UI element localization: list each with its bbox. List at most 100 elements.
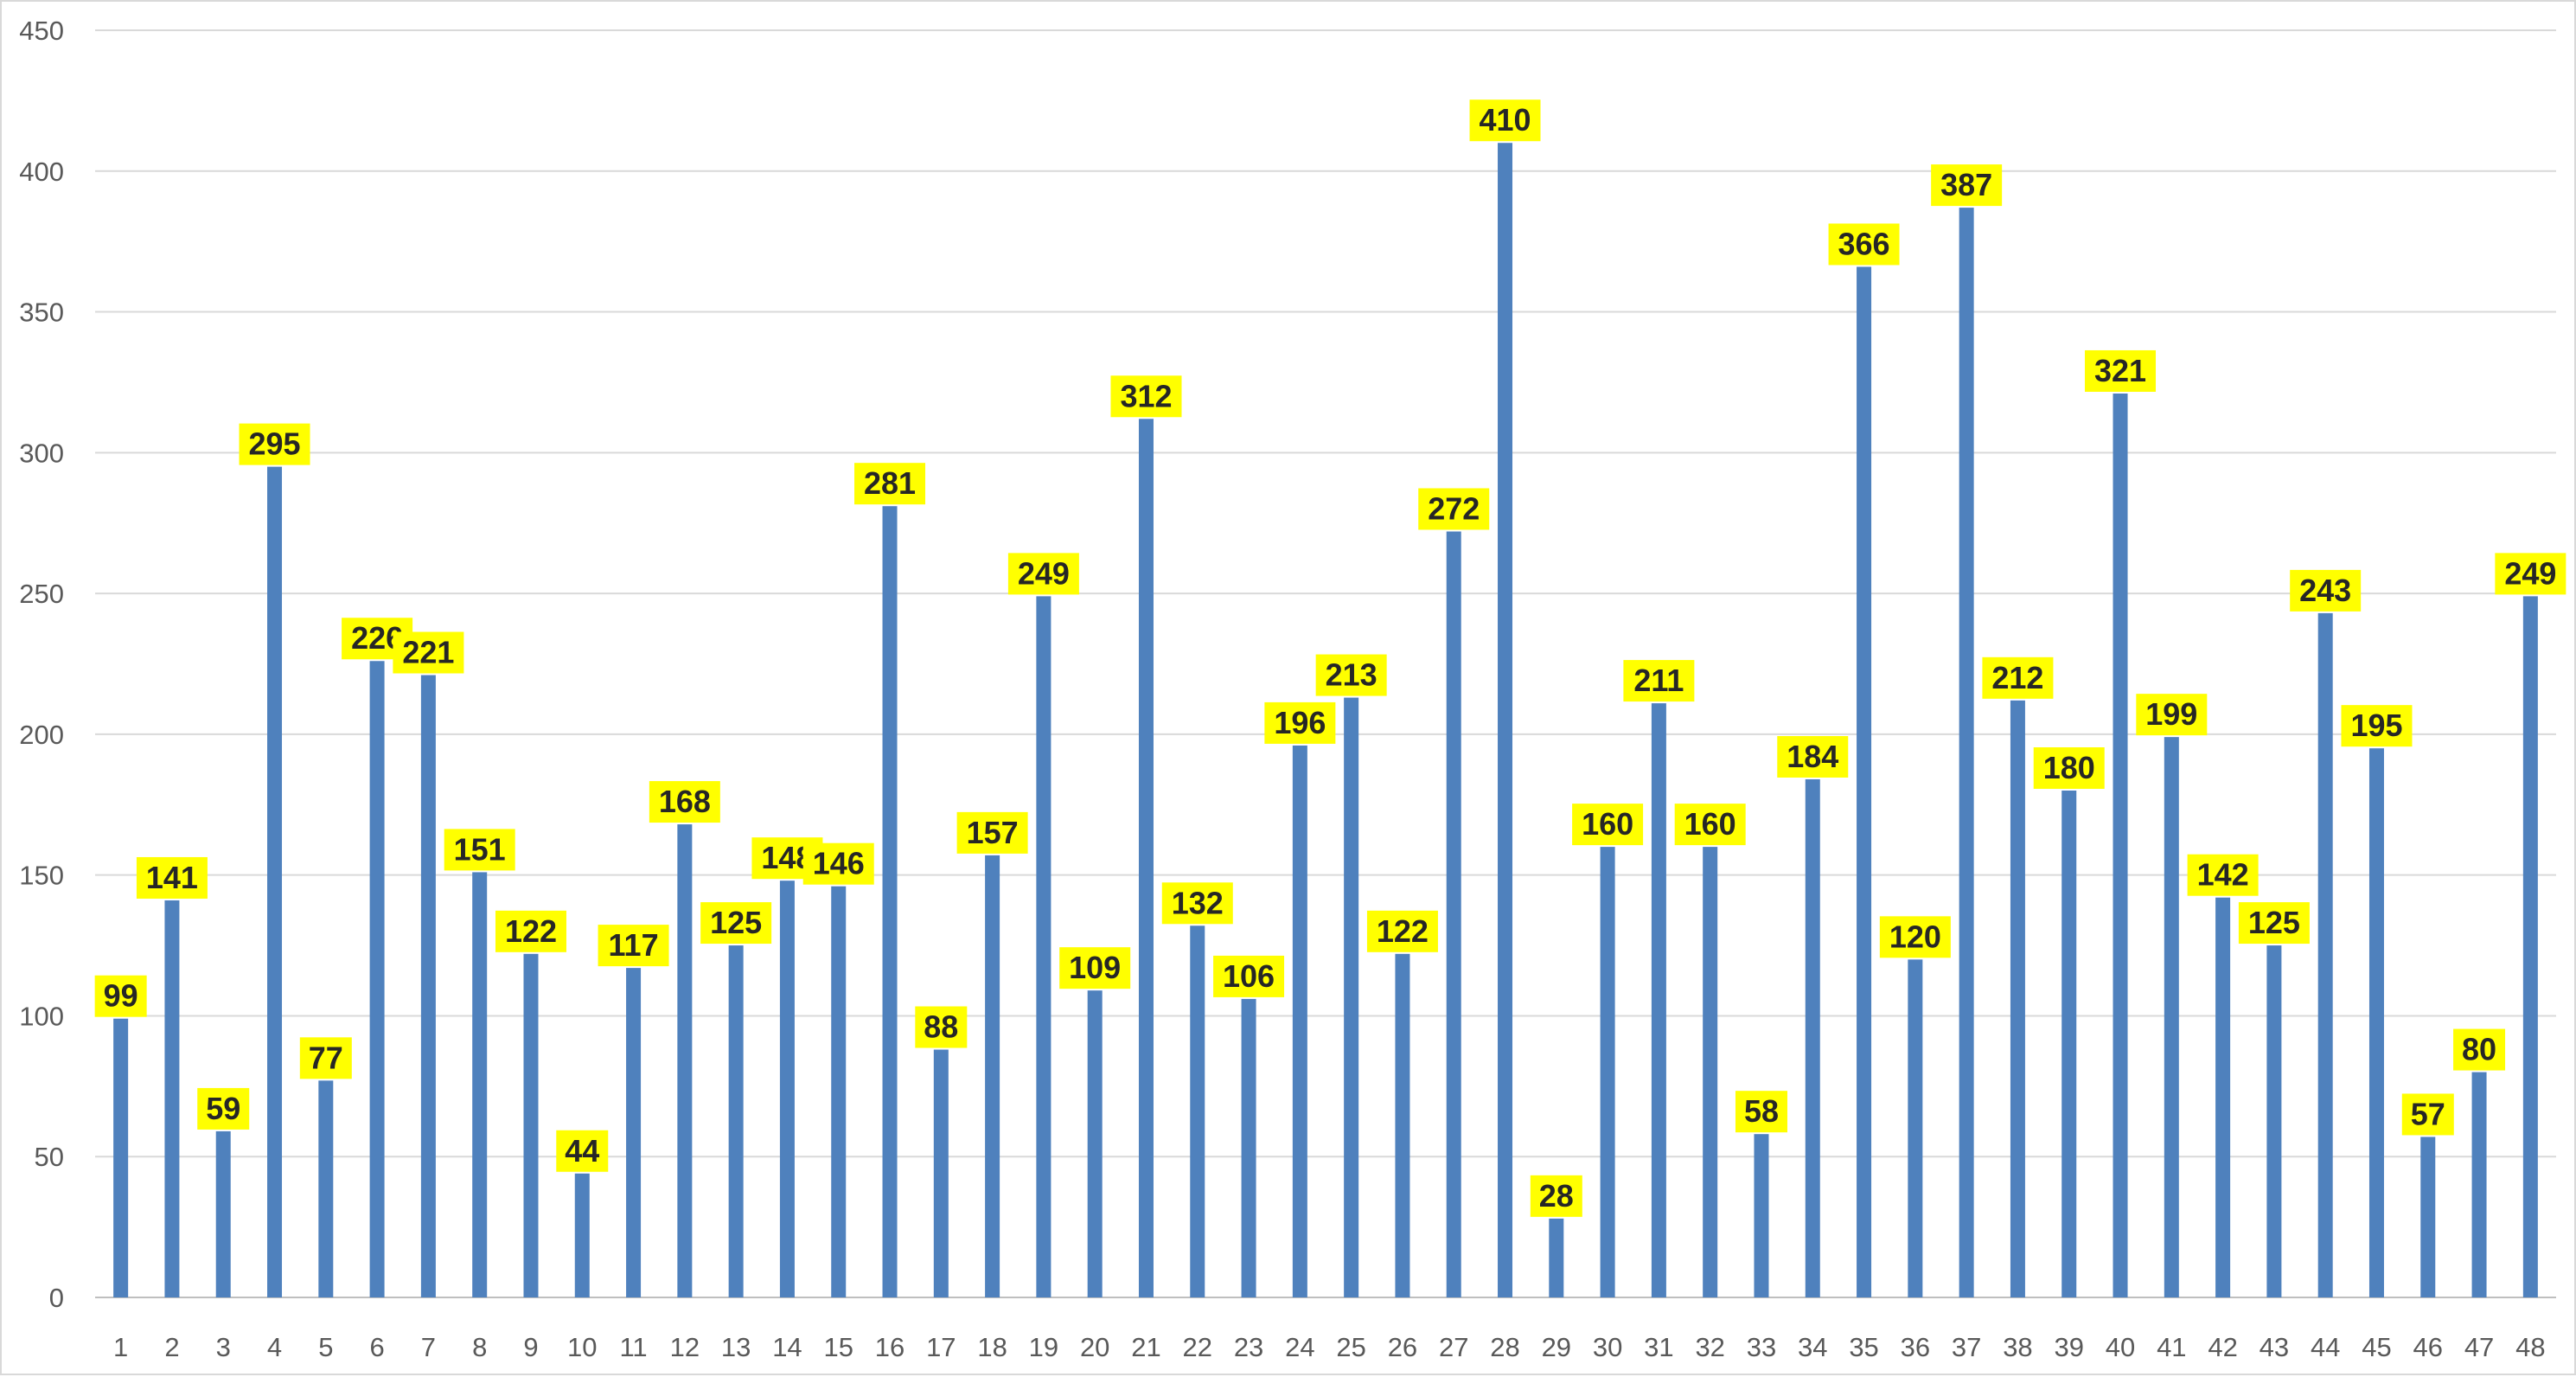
data-label: 180 bbox=[2043, 750, 2095, 785]
x-tick-label: 11 bbox=[619, 1332, 647, 1362]
bar bbox=[267, 466, 283, 1297]
data-label: 120 bbox=[1889, 919, 1941, 954]
data-label: 59 bbox=[206, 1091, 240, 1126]
data-label: 77 bbox=[309, 1040, 343, 1075]
data-label: 88 bbox=[924, 1009, 958, 1045]
bar bbox=[1446, 531, 1461, 1297]
y-tick-label: 200 bbox=[19, 720, 64, 750]
data-label: 99 bbox=[104, 978, 138, 1014]
x-tick-label: 47 bbox=[2464, 1332, 2494, 1362]
bar bbox=[2317, 612, 2333, 1297]
data-label-background bbox=[1777, 735, 1849, 778]
x-tick-label: 37 bbox=[1952, 1332, 1981, 1362]
x-tick-label: 21 bbox=[1131, 1332, 1160, 1362]
x-tick-label: 35 bbox=[1849, 1332, 1878, 1362]
bar bbox=[215, 1130, 231, 1297]
bar bbox=[2113, 393, 2128, 1297]
bar bbox=[164, 900, 180, 1297]
x-tick-label: 15 bbox=[823, 1332, 853, 1362]
x-tick-label: 28 bbox=[1490, 1332, 1519, 1362]
x-tick-label: 19 bbox=[1029, 1332, 1058, 1362]
y-tick-label: 350 bbox=[19, 298, 64, 328]
x-tick-label: 4 bbox=[267, 1332, 282, 1362]
data-label: 146 bbox=[813, 846, 865, 881]
y-tick-label: 250 bbox=[19, 579, 64, 609]
data-label-background bbox=[956, 811, 1028, 854]
y-tick-label: 450 bbox=[19, 16, 64, 46]
x-tick-label: 8 bbox=[472, 1332, 487, 1362]
data-label-background bbox=[2136, 694, 2208, 736]
bar bbox=[523, 953, 539, 1297]
data-label-background bbox=[2033, 747, 2105, 789]
data-label-background bbox=[1469, 99, 1541, 142]
x-tick-label: 5 bbox=[318, 1332, 333, 1362]
x-tick-label: 9 bbox=[523, 1332, 538, 1362]
bar bbox=[2010, 700, 2025, 1297]
x-tick-label: 24 bbox=[1285, 1332, 1314, 1362]
bar bbox=[985, 855, 1000, 1297]
y-tick-label: 100 bbox=[19, 1001, 64, 1031]
data-label-background bbox=[598, 925, 669, 967]
bar bbox=[1498, 143, 1513, 1298]
bar bbox=[626, 968, 642, 1297]
data-label-background bbox=[915, 1006, 968, 1048]
x-tick-label: 32 bbox=[1695, 1332, 1724, 1362]
data-label-background bbox=[1418, 488, 1490, 530]
data-label-background bbox=[1315, 654, 1387, 696]
data-label: 211 bbox=[1633, 663, 1684, 698]
bar bbox=[1908, 959, 1923, 1297]
data-label-background bbox=[556, 1130, 609, 1172]
bar bbox=[677, 824, 693, 1297]
data-label-background bbox=[1674, 804, 1746, 846]
bar bbox=[831, 886, 847, 1297]
data-label-background bbox=[1530, 1175, 1582, 1217]
x-tick-label: 39 bbox=[2054, 1332, 2083, 1362]
x-tick-label: 48 bbox=[2515, 1332, 2545, 1362]
data-label-background bbox=[2401, 1093, 2454, 1136]
x-tick-label: 3 bbox=[216, 1332, 231, 1362]
x-tick-label: 31 bbox=[1644, 1332, 1673, 1362]
bar bbox=[1036, 596, 1051, 1297]
y-tick-label: 50 bbox=[35, 1142, 64, 1172]
data-label-background bbox=[136, 856, 208, 899]
bar bbox=[2420, 1137, 2436, 1297]
data-label: 168 bbox=[659, 784, 711, 819]
x-tick-label: 17 bbox=[926, 1332, 956, 1362]
x-tick-label: 27 bbox=[1439, 1332, 1468, 1362]
data-label: 57 bbox=[2411, 1096, 2445, 1131]
data-label-background bbox=[2085, 349, 2157, 392]
x-tick-label: 40 bbox=[2106, 1332, 2135, 1362]
data-label: 184 bbox=[1787, 739, 1838, 774]
data-label-background bbox=[1059, 947, 1131, 990]
data-label: 142 bbox=[2197, 857, 2249, 893]
x-tick-label: 41 bbox=[2157, 1332, 2186, 1362]
data-label-background bbox=[2341, 705, 2413, 747]
bar bbox=[2164, 737, 2179, 1297]
bar bbox=[1754, 1134, 1769, 1297]
data-label: 58 bbox=[1744, 1093, 1779, 1129]
data-label: 195 bbox=[2350, 708, 2402, 743]
data-label: 141 bbox=[146, 860, 198, 895]
bar bbox=[2522, 596, 2538, 1297]
data-label-background bbox=[1366, 910, 1438, 952]
bar bbox=[1857, 266, 1872, 1297]
bar bbox=[2061, 791, 2077, 1297]
bar bbox=[1703, 847, 1718, 1297]
data-label-background bbox=[649, 781, 720, 823]
x-tick-label: 38 bbox=[2003, 1332, 2032, 1362]
data-label-background bbox=[700, 902, 772, 945]
data-label: 122 bbox=[1377, 913, 1429, 949]
data-label-background bbox=[2187, 854, 2259, 896]
x-tick-label: 30 bbox=[1593, 1332, 1622, 1362]
data-label-background bbox=[1161, 882, 1233, 925]
data-label-background bbox=[1213, 955, 1285, 997]
bar bbox=[2215, 897, 2231, 1297]
x-tick-label: 44 bbox=[2311, 1332, 2340, 1362]
x-tick-label: 23 bbox=[1234, 1332, 1263, 1362]
data-label: 157 bbox=[967, 815, 1019, 850]
data-label: 387 bbox=[1940, 167, 1992, 202]
bar bbox=[779, 881, 795, 1297]
x-tick-label: 10 bbox=[567, 1332, 597, 1362]
